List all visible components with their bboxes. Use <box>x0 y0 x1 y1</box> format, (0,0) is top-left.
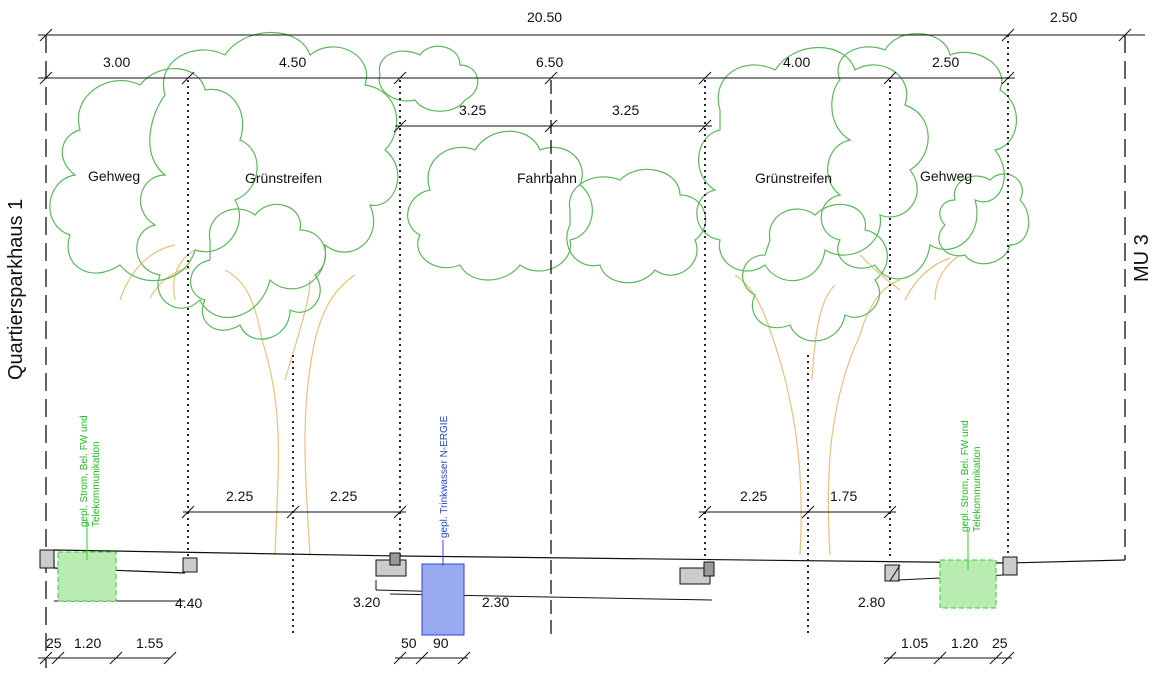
dim-bottom-mid-2: 90 <box>433 635 449 651</box>
tree-right-outer <box>820 33 1030 301</box>
utility-trench-left <box>57 520 117 602</box>
dim-depth-left: 4.40 <box>175 595 202 611</box>
util-water-label: gepl. Trinkwasser N-ERGIE <box>439 415 450 538</box>
dim-depth-right: 2.80 <box>858 594 885 610</box>
dim-tree-left-1: 2.25 <box>226 488 253 504</box>
label-gruen-left: Grünstreifen <box>245 170 322 186</box>
dim-seg-1: 3.00 <box>103 54 130 70</box>
dim-seg-3: 6.50 <box>536 54 563 70</box>
dim-seg-2: 4.50 <box>279 54 306 70</box>
dimension-lines-bottom <box>38 651 1015 665</box>
curb-right-inner <box>884 564 900 582</box>
water-pipe-trench <box>421 540 465 636</box>
dim-bottom-mid-1: 50 <box>401 635 417 651</box>
boundary-lines <box>45 35 1126 668</box>
util-right-line1: gepl. Strom, Bel. FW und <box>960 420 971 532</box>
dim-bottom-right-3: 25 <box>992 635 1008 651</box>
curb-left-outer <box>39 549 55 569</box>
dim-bottom-right-1: 1.05 <box>901 635 928 651</box>
util-left-line2: Telekommunikation <box>91 441 102 527</box>
dim-depth-mid-b: 2.30 <box>482 594 509 610</box>
dim-lane-left: 3.25 <box>459 102 486 118</box>
label-left-building: Quartiersparkhaus 1 <box>5 199 27 380</box>
label-gruen-right: Grünstreifen <box>755 170 832 186</box>
dim-seg-4: 4.00 <box>783 54 810 70</box>
dimension-lines-mid <box>181 505 897 519</box>
tree-right-inner <box>696 47 929 556</box>
tree-left-inner <box>136 31 399 556</box>
tree-left-outer <box>49 68 258 301</box>
dim-tree-left-2: 2.25 <box>330 488 357 504</box>
util-left-line1: gepl. Strom, Bel. FW und <box>79 415 90 527</box>
utility-trench-right <box>939 530 997 609</box>
dim-total: 20.50 <box>527 9 562 25</box>
curb-right-outer <box>1002 556 1018 576</box>
label-gehweg-right: Gehweg <box>920 168 972 184</box>
label-gehweg-left: Gehweg <box>88 168 140 184</box>
dim-bottom-right-2: 1.20 <box>951 635 978 651</box>
dim-tree-right-2: 1.75 <box>830 488 857 504</box>
curb-left-inner <box>182 557 198 573</box>
dimension-lines-top <box>38 28 1145 133</box>
label-fahrbahn: Fahrbahn <box>517 170 577 186</box>
util-right-line2: Telekommunikation <box>972 446 983 532</box>
dim-right-extra: 2.50 <box>1050 9 1077 25</box>
dim-bottom-left-3: 1.55 <box>136 635 163 651</box>
dim-bottom-left-1: 25 <box>46 635 62 651</box>
dim-depth-mid-a: 3.20 <box>353 594 380 610</box>
label-right-building: MU 3 <box>1131 234 1153 282</box>
tree-center <box>378 45 707 284</box>
dim-bottom-left-2: 1.20 <box>74 635 101 651</box>
dim-lane-right: 3.25 <box>612 102 639 118</box>
curbs <box>39 549 1018 585</box>
dim-seg-5: 2.50 <box>932 54 959 70</box>
dim-tree-right-1: 2.25 <box>740 488 767 504</box>
